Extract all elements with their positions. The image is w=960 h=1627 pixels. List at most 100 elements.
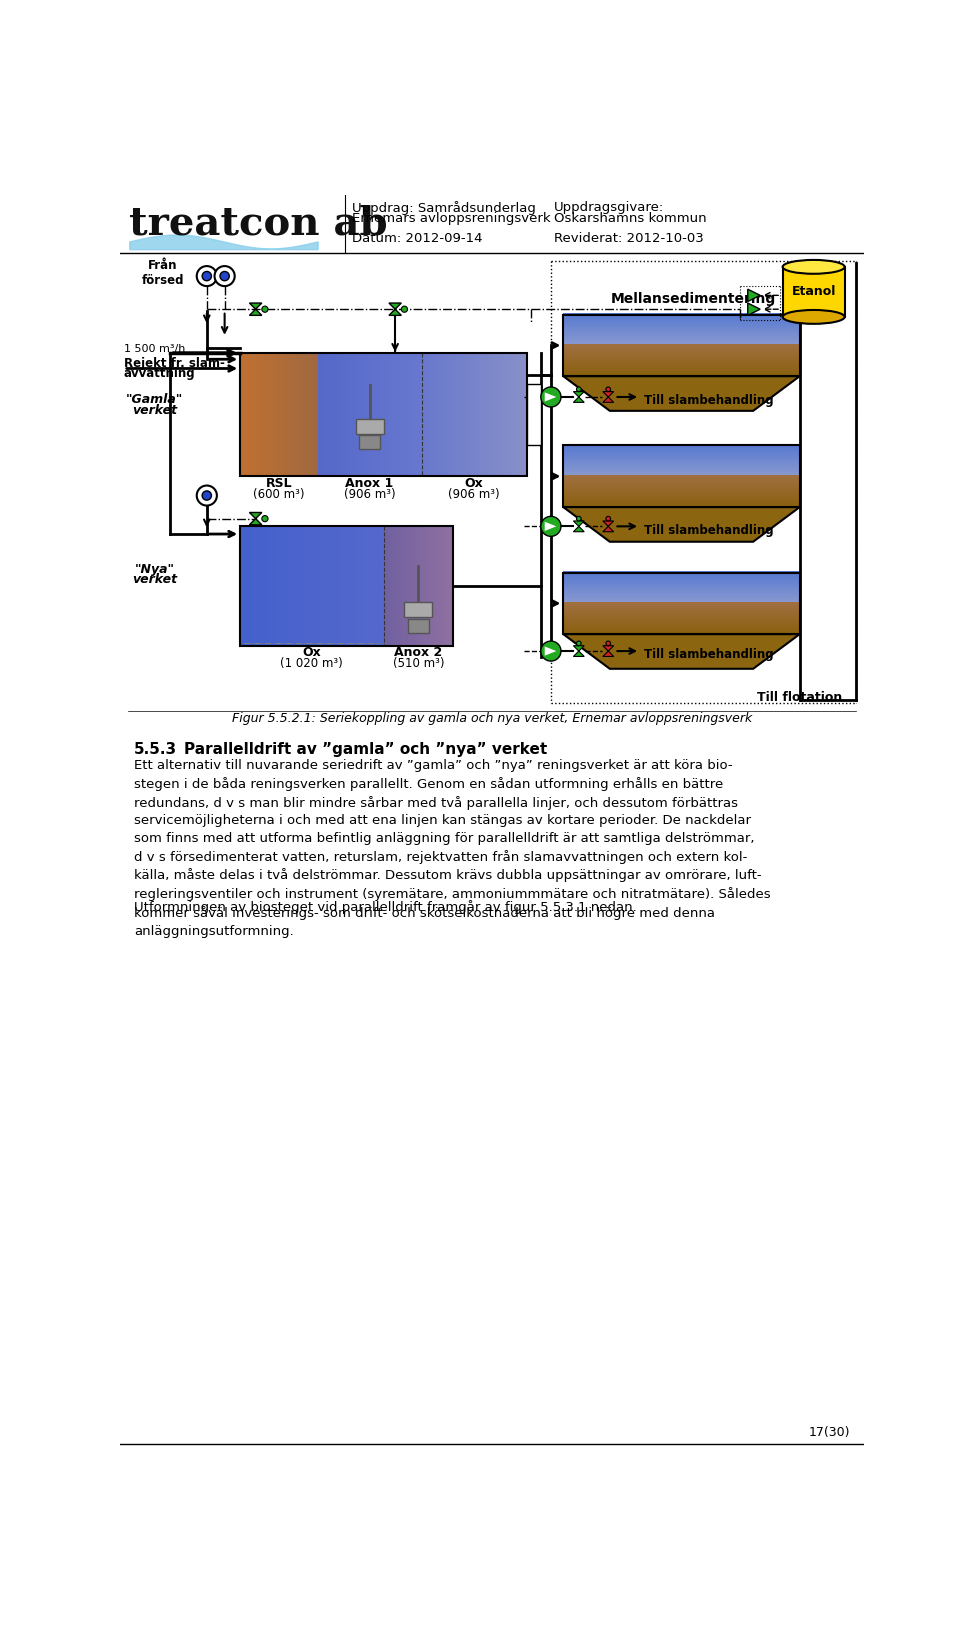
Bar <box>255 353 257 477</box>
Text: Utformningen av biosteget vid parallelldrift framgår av figur 5.5.3.1 nedan.: Utformningen av biosteget vid parallelld… <box>134 900 636 914</box>
Polygon shape <box>544 392 557 402</box>
Bar <box>442 527 444 646</box>
Bar <box>291 353 293 477</box>
Bar <box>501 353 503 477</box>
Bar <box>410 527 412 646</box>
Bar <box>403 353 405 477</box>
Bar <box>354 353 357 477</box>
Bar <box>336 527 339 646</box>
Polygon shape <box>573 527 585 532</box>
Bar <box>391 527 393 646</box>
Bar <box>389 353 392 477</box>
Bar <box>248 353 250 477</box>
Bar <box>396 527 397 646</box>
Bar <box>304 353 307 477</box>
Bar <box>383 527 385 646</box>
Bar <box>331 527 334 646</box>
Bar <box>442 353 444 477</box>
Bar <box>323 353 325 477</box>
Circle shape <box>540 387 561 407</box>
Bar <box>408 618 429 633</box>
Bar <box>446 527 448 646</box>
Text: Till slambehandling: Till slambehandling <box>644 394 774 407</box>
Text: (906 m³): (906 m³) <box>344 488 396 501</box>
Bar <box>394 527 396 646</box>
Bar <box>402 527 404 646</box>
Bar <box>444 353 445 477</box>
Bar <box>416 353 418 477</box>
Bar <box>504 353 507 477</box>
Bar <box>497 353 500 477</box>
Bar <box>520 353 522 477</box>
Bar <box>340 353 343 477</box>
Bar <box>492 353 494 477</box>
Text: (600 m³): (600 m³) <box>253 488 304 501</box>
Bar <box>341 527 344 646</box>
Bar <box>450 353 453 477</box>
Bar <box>253 353 255 477</box>
Bar <box>269 527 272 646</box>
Bar <box>261 353 263 477</box>
Bar <box>267 527 270 646</box>
Text: Till flotation: Till flotation <box>757 691 842 704</box>
Bar <box>455 353 458 477</box>
Bar <box>280 527 284 646</box>
Bar <box>250 527 252 646</box>
Bar <box>306 353 308 477</box>
Bar <box>413 527 415 646</box>
Bar <box>376 527 379 646</box>
Polygon shape <box>544 522 557 530</box>
Bar <box>295 527 299 646</box>
Bar <box>392 527 394 646</box>
Bar <box>381 527 384 646</box>
Bar <box>310 353 312 477</box>
Bar <box>326 353 329 477</box>
Bar <box>262 353 264 477</box>
Text: Oskarshamns kommun: Oskarshamns kommun <box>554 212 707 225</box>
Bar <box>288 527 291 646</box>
Bar <box>404 602 432 617</box>
Text: Rejekt fr. slam-: Rejekt fr. slam- <box>124 356 225 369</box>
Bar <box>485 353 488 477</box>
Bar <box>370 353 372 477</box>
Bar <box>375 353 377 477</box>
Bar <box>431 527 433 646</box>
Bar <box>510 353 512 477</box>
Bar <box>365 527 368 646</box>
Polygon shape <box>573 646 585 651</box>
Bar <box>259 353 261 477</box>
Circle shape <box>203 491 211 499</box>
Bar <box>285 527 289 646</box>
Bar <box>433 353 435 477</box>
Bar <box>276 527 279 646</box>
Bar <box>396 353 398 477</box>
Bar <box>265 353 267 477</box>
Bar <box>266 353 268 477</box>
Bar <box>414 353 416 477</box>
Bar <box>564 314 800 376</box>
Bar <box>357 527 360 646</box>
Bar <box>388 527 390 646</box>
Text: Ox: Ox <box>302 646 321 659</box>
Bar <box>459 353 462 477</box>
Bar <box>513 353 516 477</box>
Bar <box>427 527 430 646</box>
Bar <box>476 353 479 477</box>
Bar <box>289 353 291 477</box>
Bar <box>273 353 275 477</box>
Polygon shape <box>573 651 585 656</box>
Bar <box>363 353 366 477</box>
Text: Mellansedimentering: Mellansedimentering <box>611 291 776 306</box>
Polygon shape <box>603 646 613 651</box>
Bar <box>499 353 501 477</box>
Bar <box>446 353 449 477</box>
Bar <box>419 353 421 477</box>
Bar <box>502 353 505 477</box>
Bar <box>318 353 320 477</box>
Bar <box>333 527 337 646</box>
Polygon shape <box>544 646 557 656</box>
Bar <box>259 527 262 646</box>
Bar <box>384 353 387 477</box>
Bar <box>240 527 453 646</box>
Text: Reviderat: 2012-10-03: Reviderat: 2012-10-03 <box>554 233 704 246</box>
